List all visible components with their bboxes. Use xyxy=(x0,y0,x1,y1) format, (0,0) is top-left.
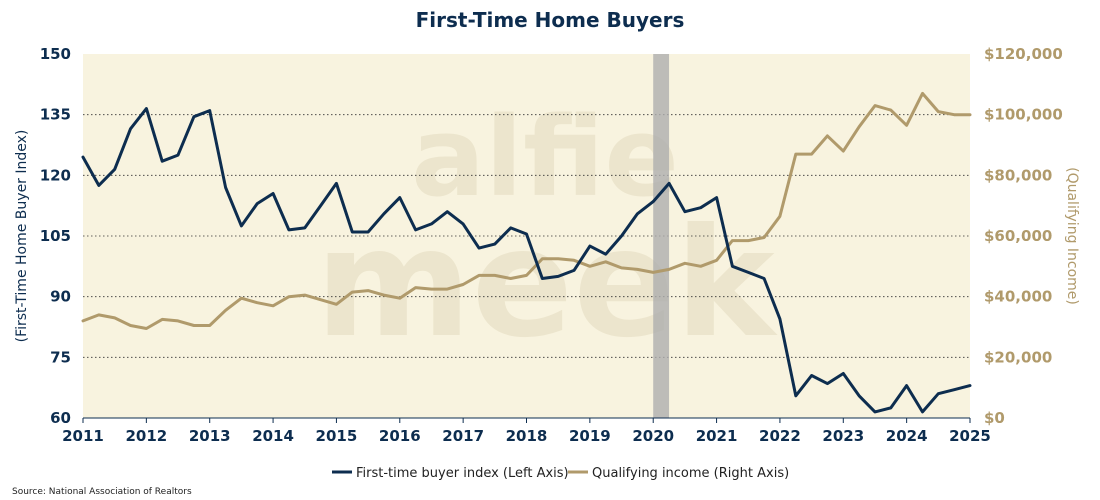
x-tick-label: 2011 xyxy=(62,427,104,445)
x-tick-label: 2013 xyxy=(189,427,231,445)
source-note: Source: National Association of Realtors xyxy=(12,487,192,497)
left-tick-label: 120 xyxy=(40,166,71,184)
right-tick-label: $40,000 xyxy=(984,288,1052,306)
watermark-meek: meek xyxy=(315,197,778,371)
left-tick-label: 60 xyxy=(50,409,71,427)
legend-label-index: First-time buyer index (Left Axis) xyxy=(356,466,569,481)
left-tick-label: 105 xyxy=(40,227,71,245)
x-tick-label: 2018 xyxy=(506,427,548,445)
series-line-qualifying-income xyxy=(81,91,972,330)
x-tick-label: 2015 xyxy=(316,427,358,445)
x-tick-label: 2024 xyxy=(886,427,928,445)
right-tick-label: $120,000 xyxy=(984,45,1063,63)
right-tick-label: $80,000 xyxy=(984,166,1052,184)
x-tick-label: 2012 xyxy=(125,427,167,445)
series-layer xyxy=(81,91,972,414)
left-tick-label: 90 xyxy=(50,288,71,306)
x-tick-label: 2021 xyxy=(696,427,738,445)
x-tick-label: 2023 xyxy=(822,427,864,445)
right-tick-label: $60,000 xyxy=(984,227,1052,245)
shaded-period xyxy=(653,54,670,418)
right-axis: $120,000 $100,000 $80,000 $60,000 $40,000 $20… xyxy=(984,45,1063,427)
left-tick-label: 75 xyxy=(50,348,71,366)
x-tick-label: 2014 xyxy=(252,427,294,445)
left-axis-label: (First-Time Home Buyer Index) xyxy=(14,130,30,343)
right-tick-label: $0 xyxy=(984,409,1005,427)
x-tick-label: 2017 xyxy=(442,427,484,445)
legend-label-income: Qualifying income (Right Axis) xyxy=(592,466,789,481)
x-tick-label: 2025 xyxy=(949,427,991,445)
series-line-first-time-buyer-index xyxy=(81,107,972,414)
right-tick-label: $100,000 xyxy=(984,106,1063,124)
x-tick-label: 2019 xyxy=(569,427,611,445)
x-tick-label: 2020 xyxy=(632,427,674,445)
x-tick-label: 2022 xyxy=(759,427,801,445)
right-axis-label: (Qualifying Income) xyxy=(1064,167,1080,305)
legend: First-time buyer index (Left Axis) Quali… xyxy=(332,466,789,481)
chart-title: First-Time Home Buyers xyxy=(416,8,685,32)
x-axis: 2011 2012 2013 2014 2015 2016 2017 2018 2019 2020… xyxy=(62,417,991,445)
left-tick-label: 150 xyxy=(40,45,71,63)
x-tick-label: 2016 xyxy=(379,427,421,445)
right-tick-label: $20,000 xyxy=(984,348,1052,366)
left-axis: 150 135 120 105 90 75 60 xyxy=(40,45,71,427)
left-tick-label: 135 xyxy=(40,106,71,124)
